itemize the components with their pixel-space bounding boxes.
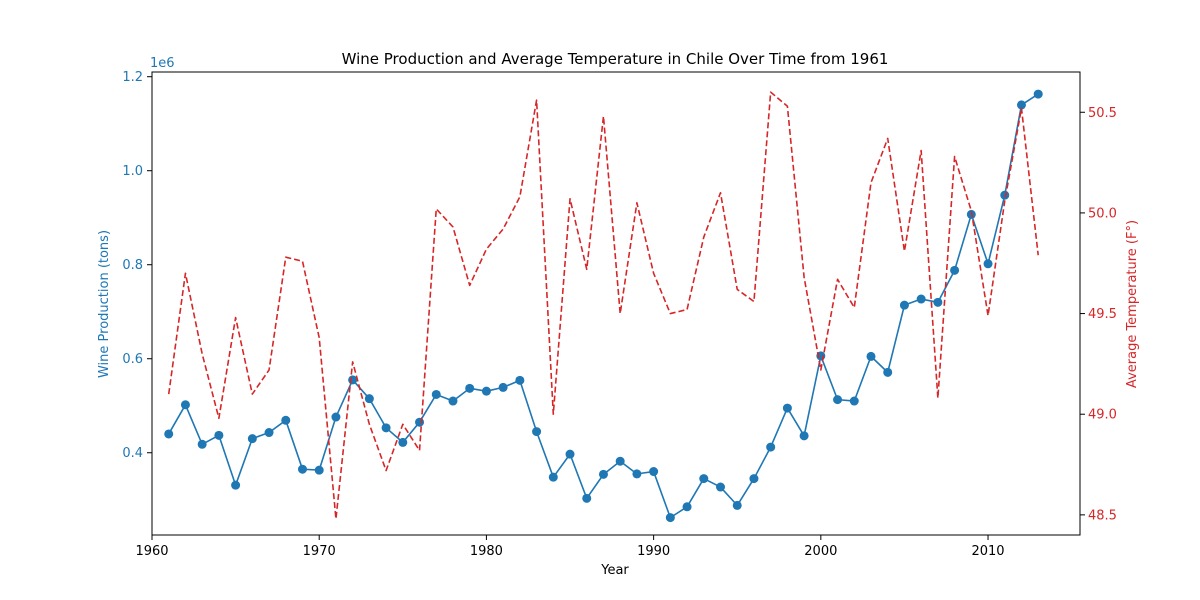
axes: 1960 1970 1980 1990 2000 2010 0.4 0.6 0.8 1.0 1.2 4… [122,70,1117,559]
wine-production-point [850,397,859,406]
wine-production-point [198,440,207,449]
wine-production-point [214,431,223,440]
wine-production-point [549,473,558,482]
y-right-tick-label: 48.5 [1088,508,1117,523]
wine-production-point [281,416,290,425]
wine-production-point [382,423,391,432]
wine-production-point [499,383,508,392]
wine-production-point [164,429,173,438]
wine-production-point [766,443,775,452]
wine-production-point [800,431,809,440]
wine-production-point [582,494,591,503]
wine-production-point [632,469,641,478]
wine-production-point [515,376,524,385]
y-left-tick-label: 1.0 [122,164,143,179]
x-tick-label: 2010 [971,544,1004,559]
wine-production-point [683,502,692,511]
wine-production-point [733,501,742,510]
wine-production-point [716,483,725,492]
wine-production-point [666,513,675,522]
wine-production-point [749,474,758,483]
wine-production-point [566,450,575,459]
wine-production-point [448,397,457,406]
wine-production-point [616,457,625,466]
y-right-axis-label: Average Temperature (F°) [1125,220,1140,388]
wine-production-point [348,375,357,384]
wine-production-point [248,434,257,443]
wine-production-point [1034,90,1043,99]
wine-production-point [415,418,424,427]
y-left-axis-label: Wine Production (tons) [97,230,112,378]
wine-production-point [1000,191,1009,200]
y-right-tick-label: 50.5 [1088,106,1117,121]
x-tick-label: 1980 [470,544,503,559]
x-tick-label: 1990 [637,544,670,559]
y-left-tick-label: 1.2 [122,70,143,85]
wine-production-point [599,470,608,479]
series-layer [164,90,1042,523]
wine-production-point [432,390,441,399]
wine-production-point [298,465,307,474]
x-axis-label: Year [600,563,629,578]
y-right-tick-label: 49.0 [1088,408,1117,423]
wine-production-point [482,387,491,396]
wine-production-point [331,413,340,422]
wine-production-point [984,259,993,268]
wine-production-point [933,298,942,307]
wine-production-point [883,368,892,377]
wine-production-point [231,481,240,490]
wine-production-point [181,400,190,409]
wine-production-point [783,404,792,413]
y-right-tick-label: 49.5 [1088,307,1117,322]
x-tick-label: 1970 [303,544,336,559]
wine-production-point [465,384,474,393]
wine-production-point [265,428,274,437]
wine-production-point [365,394,374,403]
y-left-tick-label: 0.6 [122,352,143,367]
wine-production-point [649,467,658,476]
wine-production-point [833,395,842,404]
y-right-tick-label: 50.0 [1088,206,1117,221]
y-left-offset-label: 1e6 [150,56,175,71]
wine-production-point [917,295,926,304]
y-left-tick-label: 0.8 [122,258,143,273]
x-tick-label: 2000 [804,544,837,559]
chart-title: Wine Production and Average Temperature … [342,50,889,68]
y-left-tick-label: 0.4 [122,446,143,461]
wine-production-point [950,266,959,275]
wine-production-point [398,438,407,447]
x-tick-label: 1960 [135,544,168,559]
wine-production-point [900,301,909,310]
wine-production-point [866,352,875,361]
wine-production-point [315,466,324,475]
wine-production-point [532,427,541,436]
wine-production-point [699,474,708,483]
